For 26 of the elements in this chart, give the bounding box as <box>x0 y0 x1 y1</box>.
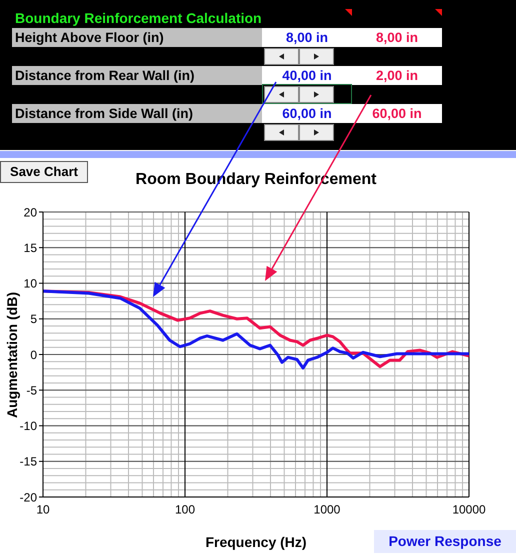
text: Distance from Rear Wall (in) <box>12 66 262 85</box>
y-tick-label: 15 <box>24 240 38 255</box>
y-tick-label: -20 <box>20 490 38 504</box>
text: Boundary Reinforcement Calculation <box>15 10 262 26</box>
y-tick-label: -5 <box>26 383 38 398</box>
y-tick-label: 20 <box>24 205 38 220</box>
text: 40,00 in <box>281 67 333 85</box>
text: 60,00 in <box>371 105 423 123</box>
y-tick-label: 0 <box>30 348 38 362</box>
text: Power Response <box>374 530 516 553</box>
x-axis-title: Frequency (Hz) <box>205 534 307 550</box>
text: 2,00 in <box>374 67 420 85</box>
text: 60,00 in <box>281 105 333 123</box>
y-tick-label: -10 <box>20 419 38 434</box>
text: 8,00 in <box>374 29 420 47</box>
y-tick-label: -15 <box>20 454 38 469</box>
text: Save Chart <box>0 161 88 183</box>
text: 8,00 in <box>284 29 330 47</box>
y-tick-label: 10 <box>24 276 38 291</box>
y-tick-label: 5 <box>30 312 38 326</box>
x-tick-label: 10000 <box>452 502 486 517</box>
x-tick-label: 100 <box>174 502 196 517</box>
x-tick-label: 1000 <box>314 502 341 517</box>
y-axis-title: Augmentation (dB) <box>4 292 20 418</box>
text: Height Above Floor (in) <box>12 28 262 47</box>
text: Distance from Side Wall (in) <box>12 104 262 123</box>
